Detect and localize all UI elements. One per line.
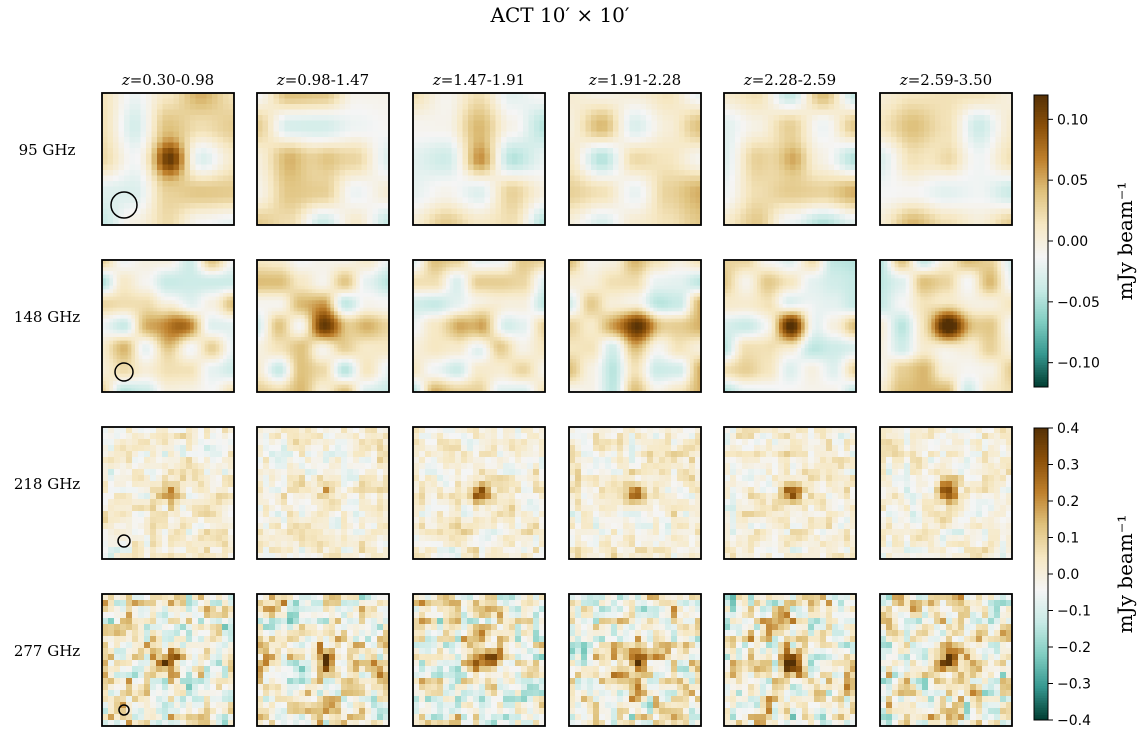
panel-frame xyxy=(256,259,390,393)
panel-frame xyxy=(568,92,702,226)
map-panel xyxy=(256,426,390,560)
panel-frame xyxy=(723,259,857,393)
beam-circle xyxy=(118,704,130,716)
map-panel xyxy=(412,92,546,226)
panel-frame xyxy=(101,259,235,393)
beam-circle xyxy=(117,534,131,548)
panel-frame xyxy=(568,593,702,727)
map-panel xyxy=(568,426,702,560)
map-panel xyxy=(568,259,702,393)
beam-circle xyxy=(114,362,134,382)
colorbar-tick-label: 0.4 xyxy=(1057,421,1079,437)
colorbar-tick-label: −0.3 xyxy=(1057,677,1091,693)
panel-frame xyxy=(879,426,1013,560)
row-label: 277 GHz xyxy=(14,642,80,660)
colorbar-tick-label: 0.0 xyxy=(1057,567,1079,583)
map-panel xyxy=(723,426,857,560)
colorbar-tick-label: 0.2 xyxy=(1057,494,1079,510)
map-panel xyxy=(879,593,1013,727)
column-label: z=2.59-3.50 xyxy=(899,71,992,89)
colorbar: 0.10 0.05 0.00 −0.05 −0.10 mJy beam⁻¹ xyxy=(1033,94,1137,388)
panel-frame xyxy=(412,426,546,560)
colorbar-label: mJy beam⁻¹ xyxy=(1113,515,1137,634)
map-panel xyxy=(723,92,857,226)
panel-frame xyxy=(723,92,857,226)
row-label: 148 GHz xyxy=(14,308,80,326)
column-label: z=0.98-1.47 xyxy=(276,71,369,89)
column-label: z=1.91-2.28 xyxy=(588,71,681,89)
colorbar-tick-label: −0.2 xyxy=(1057,640,1091,656)
panel-frame xyxy=(412,259,546,393)
map-panel xyxy=(723,593,857,727)
map-panel xyxy=(101,259,235,393)
map-panel xyxy=(412,426,546,560)
colorbar-tick-label: −0.4 xyxy=(1057,713,1091,729)
column-label: z=1.47-1.91 xyxy=(432,71,525,89)
panel-frame xyxy=(879,259,1013,393)
map-panel xyxy=(101,426,235,560)
map-panel xyxy=(412,593,546,727)
map-panel xyxy=(879,259,1013,393)
panel-frame xyxy=(723,426,857,560)
panel-frame xyxy=(101,92,235,226)
colorbar-tick-label: 0.00 xyxy=(1057,234,1088,250)
map-panel xyxy=(412,259,546,393)
map-panel xyxy=(101,92,235,226)
colorbar-label: mJy beam⁻¹ xyxy=(1113,182,1137,301)
column-label: z=0.30-0.98 xyxy=(121,71,214,89)
map-panel xyxy=(879,426,1013,560)
row-label: 95 GHz xyxy=(19,141,76,159)
panel-frame xyxy=(723,593,857,727)
row-labels: 95 GHz 148 GHz 218 GHz 277 GHz xyxy=(14,141,80,660)
panel-frame xyxy=(879,92,1013,226)
panel-frame xyxy=(256,593,390,727)
panel-frame xyxy=(568,259,702,393)
figure-title: ACT 10′ × 10′ xyxy=(490,3,630,27)
panel-frame xyxy=(879,593,1013,727)
map-panel xyxy=(723,259,857,393)
map-panel xyxy=(256,92,390,226)
colorbar-tick-label: −0.1 xyxy=(1057,604,1091,620)
map-panel xyxy=(568,92,702,226)
row-label: 218 GHz xyxy=(14,475,80,493)
map-panel xyxy=(101,593,235,727)
panel-frame xyxy=(412,593,546,727)
panel-frame xyxy=(568,426,702,560)
colorbar-tick-label: 0.10 xyxy=(1057,112,1088,128)
panel-frame xyxy=(256,426,390,560)
colorbar-tick-label: −0.10 xyxy=(1057,356,1100,372)
colorbar: 0.4 0.3 0.2 0.1 0.0 −0.1 −0.2 −0.3 −0.4 mJy beam⁻… xyxy=(1033,421,1137,729)
column-labels: z=0.30-0.98 z=0.98-1.47 z=1.47-1.91 z=1.91-… xyxy=(121,71,992,89)
colorbar-tick-label: 0.05 xyxy=(1057,173,1088,189)
map-panel xyxy=(256,259,390,393)
map-panel xyxy=(256,593,390,727)
map-panel xyxy=(568,593,702,727)
beam-circle xyxy=(110,191,138,219)
panel-frame xyxy=(256,92,390,226)
panel-grid xyxy=(101,92,1013,727)
colorbar-tick-label: 0.1 xyxy=(1057,531,1079,547)
panel-frame xyxy=(101,593,235,727)
panel-frame xyxy=(101,426,235,560)
panel-frame xyxy=(412,92,546,226)
column-label: z=2.28-2.59 xyxy=(743,71,836,89)
colorbar-tick-label: 0.3 xyxy=(1057,458,1079,474)
colorbar-tick-label: −0.05 xyxy=(1057,295,1100,311)
map-panel xyxy=(879,92,1013,226)
